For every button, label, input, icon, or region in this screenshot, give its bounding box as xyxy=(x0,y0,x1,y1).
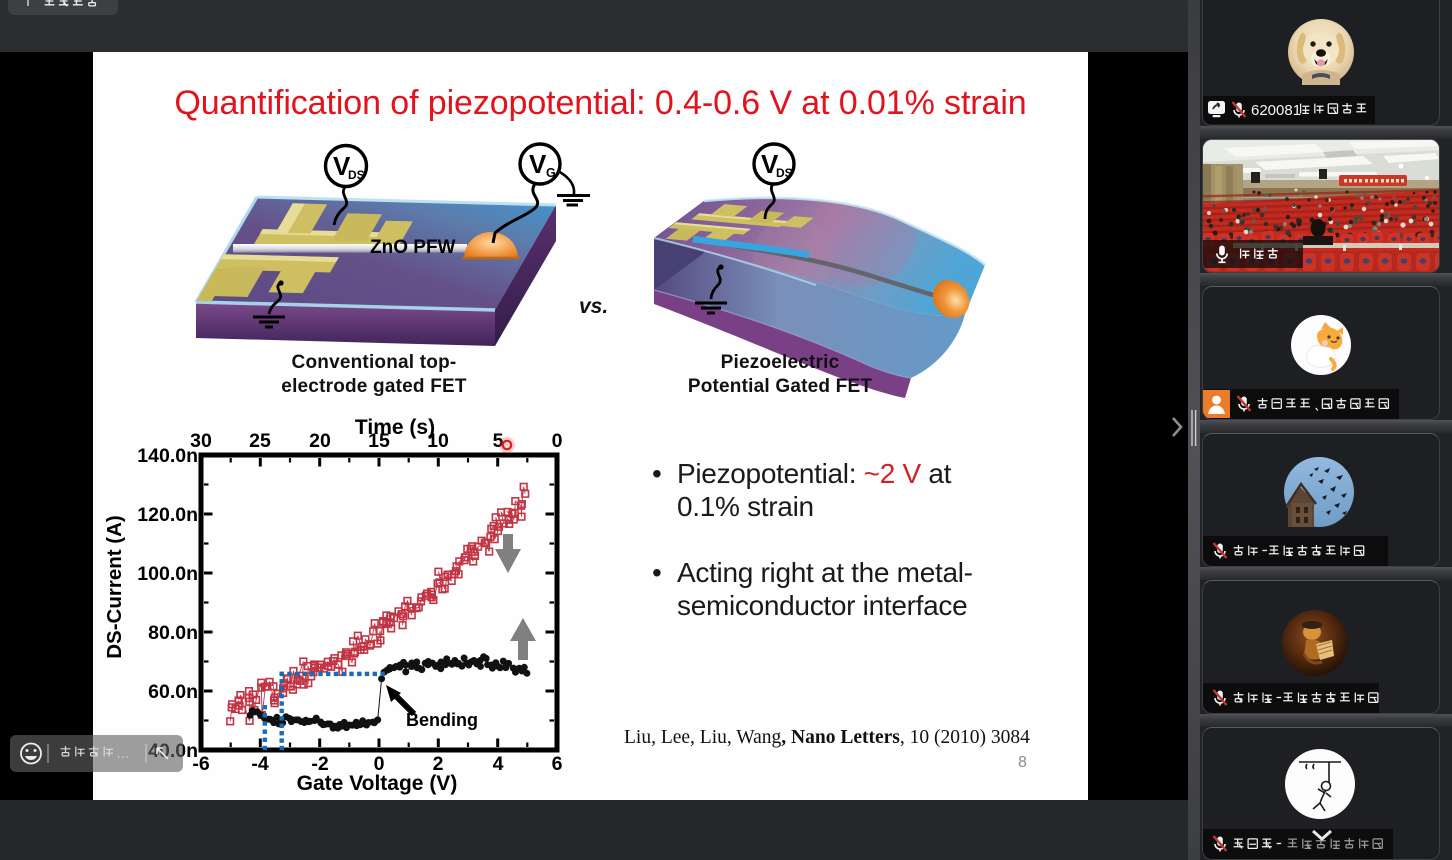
svg-text:DS: DS xyxy=(776,166,793,180)
svg-text:Gate Voltage (V): Gate Voltage (V) xyxy=(297,772,458,795)
svg-text:Bending: Bending xyxy=(406,710,478,730)
svg-text:V: V xyxy=(761,149,779,179)
svg-text:10: 10 xyxy=(427,430,449,452)
svg-text:30: 30 xyxy=(190,430,212,452)
svg-text:DS: DS xyxy=(348,168,365,182)
svg-text:25: 25 xyxy=(249,430,271,452)
svg-text:140.0n: 140.0n xyxy=(137,445,198,467)
svg-text:-6: -6 xyxy=(192,753,209,775)
svg-text:20: 20 xyxy=(309,430,331,452)
svg-text:620081: 620081 xyxy=(1251,102,1301,119)
svg-text:-2: -2 xyxy=(311,753,328,775)
svg-text:0: 0 xyxy=(552,430,563,452)
svg-text:120.0n: 120.0n xyxy=(137,504,198,526)
svg-text:G: G xyxy=(546,166,556,180)
svg-text:6: 6 xyxy=(552,753,563,775)
svg-text:5: 5 xyxy=(493,430,504,452)
svg-text:2: 2 xyxy=(433,753,444,775)
svg-text:80.0n: 80.0n xyxy=(148,622,198,644)
svg-text:-4: -4 xyxy=(251,753,268,775)
svg-text:15: 15 xyxy=(368,430,390,452)
svg-text:DS-Current (A): DS-Current (A) xyxy=(103,515,126,659)
svg-text:Time (s): Time (s) xyxy=(355,416,435,439)
svg-text:4: 4 xyxy=(493,753,504,775)
svg-text:0: 0 xyxy=(374,753,385,775)
svg-text:V: V xyxy=(529,149,547,179)
svg-text:60.0n: 60.0n xyxy=(148,681,198,703)
svg-text:V: V xyxy=(333,151,351,181)
svg-text:100.0n: 100.0n xyxy=(137,563,198,585)
